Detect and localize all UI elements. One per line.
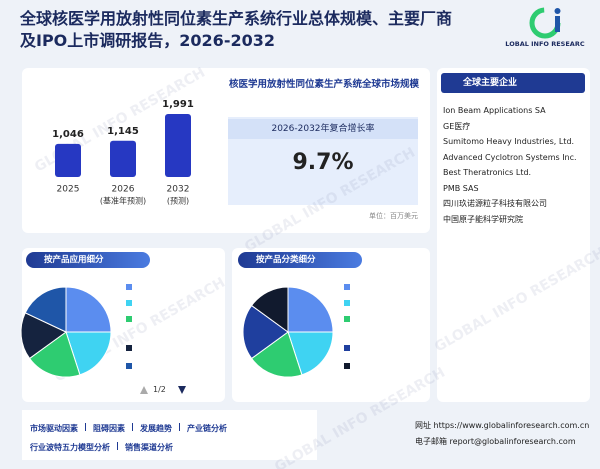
company: Ion Beam Applications SA xyxy=(443,106,546,115)
legend-swatch xyxy=(126,345,132,351)
cagr-value: 9.7% xyxy=(292,150,354,175)
pie-slice xyxy=(242,304,289,360)
separator xyxy=(179,422,180,431)
company-list: Ion Beam Applications SA GE医疗 Sumitomo Hea… xyxy=(443,103,585,227)
legend-item: 发生器与分离生产系统 xyxy=(354,314,426,336)
pie-slice xyxy=(65,286,112,333)
legend-swatch xyxy=(344,284,350,290)
legend-swatch xyxy=(344,316,350,322)
value-label: 1,991 xyxy=(162,99,194,110)
link[interactable]: 发展趋势 xyxy=(140,424,172,433)
legend-swatch xyxy=(126,300,132,306)
link[interactable]: 产业链分析 xyxy=(187,424,227,433)
legend-swatch xyxy=(344,345,350,351)
website[interactable]: https://www.globalinforesearch.com.cn xyxy=(433,421,590,430)
legend-item: 核反应堆设施 xyxy=(136,361,208,383)
legend-swatch xyxy=(344,300,350,306)
pagination[interactable]: 1/2 xyxy=(153,385,166,394)
logo-text: GLOBAL INFO RESEARCH xyxy=(505,40,585,48)
company: Advanced Cyclotron Systems Inc. xyxy=(443,152,577,162)
logo: GLOBAL INFO RESEARCH xyxy=(505,7,585,48)
value-label: 1,046 xyxy=(52,129,84,140)
category-label: 2025 xyxy=(57,185,80,195)
market-title: 核医学用放射性同位素生产系统全球市场规模 xyxy=(228,79,419,90)
link[interactable]: 市场驱动因素 xyxy=(30,424,78,433)
pie-slice xyxy=(250,331,303,378)
bar xyxy=(55,143,81,177)
website-label: 网址 xyxy=(415,421,431,430)
legend-item: 其他 xyxy=(354,361,426,383)
contact: 网址 https://www.globalinforesearch.com.cn… xyxy=(415,418,589,450)
value-label: 1,145 xyxy=(107,126,139,137)
links: 市场驱动因素 阻碍因素 发展趋势 产业链分析行业波特五力模型分析 销售渠道分析 xyxy=(30,418,315,456)
pie-title: 按产品应用细分 xyxy=(26,252,150,268)
category-note: (预测) xyxy=(167,196,189,206)
companies-title: 全球主要企业 xyxy=(441,73,585,93)
email[interactable]: report@globalinforesearch.com xyxy=(449,437,576,446)
company: GE医疗 xyxy=(443,121,471,131)
pager-arrows[interactable] xyxy=(138,384,190,396)
legend-swatch xyxy=(126,284,132,290)
link[interactable]: 行业波特五力模型分析 xyxy=(30,443,110,452)
legend-item: 国家级同位素生产中心 xyxy=(136,314,208,336)
category-note: (基准年预测) xyxy=(100,196,146,206)
bar xyxy=(165,114,191,177)
separator xyxy=(117,441,118,450)
watermark: GLOBAL INFO RESEARCH xyxy=(242,145,418,256)
unit: 单位：百万美元 xyxy=(369,212,418,220)
bar xyxy=(110,140,136,177)
pie-slice xyxy=(65,331,112,376)
watermark: GLOBAL INFO RESEARCH xyxy=(432,245,600,356)
legend-swatch xyxy=(126,316,132,322)
link[interactable]: 阻碍因素 xyxy=(93,424,125,433)
separator xyxy=(85,422,86,431)
link[interactable]: 销售渠道分析 xyxy=(125,443,173,452)
category-label: 2032 xyxy=(167,185,190,195)
company: Sumitomo Heavy Industries, Ltd. xyxy=(443,137,575,146)
links-panel xyxy=(22,410,317,460)
company: Best Theratronics Ltd. xyxy=(443,168,532,177)
title: 全球核医学用放射性同位素生产系统行业总体规模、主要厂商及IPO上市调研报告，20… xyxy=(20,9,453,50)
separator xyxy=(132,422,133,431)
email-label: 电子邮箱 xyxy=(415,437,447,446)
pie-slice xyxy=(287,331,334,376)
company: PMB SAS xyxy=(443,183,479,193)
pie-slice xyxy=(287,286,334,333)
pie-slice xyxy=(250,286,289,333)
pie-slice xyxy=(20,312,67,360)
cagr-label: 2026-2032年复合增长率 xyxy=(228,119,418,139)
pie-slice xyxy=(24,286,67,333)
company: 中国原子能科学研究院 xyxy=(443,214,523,224)
companies-panel xyxy=(437,68,590,402)
legend-swatch xyxy=(126,363,132,369)
pie-slice xyxy=(28,331,81,378)
pie-title: 按产品分类细分 xyxy=(238,252,362,268)
legend-swatch xyxy=(344,363,350,369)
company: 四川玖诺源粒子科技有限公司 xyxy=(443,199,547,208)
category-label: 2026 xyxy=(112,185,135,195)
